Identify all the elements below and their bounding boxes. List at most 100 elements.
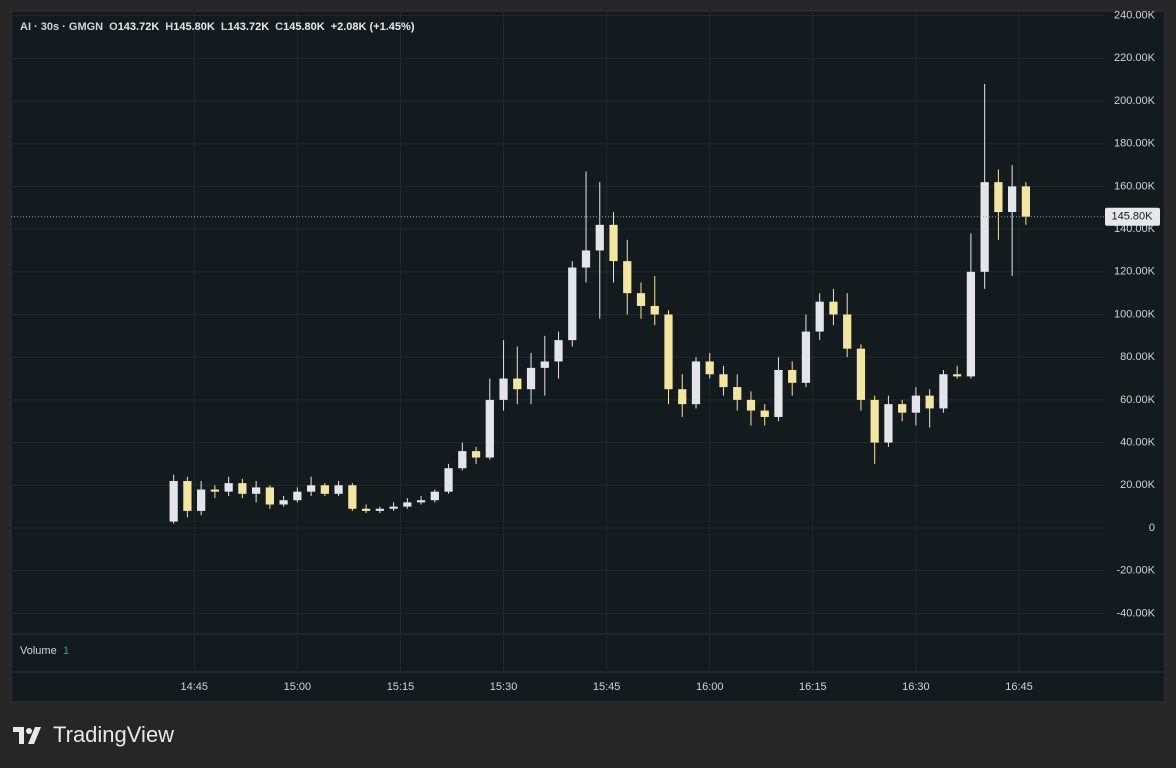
candle-body <box>375 508 384 511</box>
x-tick-label: 16:15 <box>799 681 827 693</box>
chart-panel <box>10 10 1166 703</box>
candle-body <box>320 485 329 494</box>
x-tick-label: 16:00 <box>696 681 724 693</box>
candle-body <box>719 374 728 388</box>
candle-body <box>691 361 701 405</box>
candle-body <box>389 506 398 509</box>
candle-body <box>746 399 756 411</box>
candle-body <box>540 361 549 368</box>
candle-body <box>925 395 934 409</box>
candle-body <box>980 182 989 272</box>
candle-body <box>430 491 439 501</box>
candle-body <box>293 491 302 501</box>
y-tick-label: 180.00K <box>1114 138 1156 150</box>
x-tick-label: 16:30 <box>902 681 930 693</box>
candle-body <box>334 485 343 494</box>
candle-body <box>1021 186 1031 217</box>
candle-body <box>829 301 838 315</box>
candle-body <box>169 481 178 522</box>
candle-body <box>471 451 481 458</box>
candle-body <box>444 468 453 492</box>
y-tick-label: 60.00K <box>1120 394 1156 406</box>
y-tick-label: 160.00K <box>1114 180 1156 192</box>
legend-key: C <box>275 21 283 33</box>
candle-body <box>870 399 879 443</box>
candle-body <box>843 314 852 349</box>
candle-body <box>664 314 673 390</box>
volume-label: Volume <box>20 645 57 657</box>
last-price-tag <box>1105 207 1160 226</box>
y-tick-label: 40.00K <box>1120 436 1156 448</box>
candle-body <box>361 508 371 511</box>
legend-key: H <box>165 21 173 33</box>
candle-body <box>774 369 783 417</box>
x-tick-label: 15:30 <box>490 681 518 693</box>
candle-body <box>994 182 1003 213</box>
candle-body <box>760 410 769 417</box>
candle-body <box>705 361 714 375</box>
candle-body <box>499 378 508 400</box>
axes: -40.00K -20.00K 0 20.00K 40.00K 60.00K 80.00K 1… <box>11 10 1160 693</box>
y-tick-label: 200.00K <box>1114 95 1156 107</box>
brand-name: TradingView <box>53 722 174 747</box>
x-tick-label: 15:00 <box>284 681 312 693</box>
last-price-label: 145.80K <box>1112 211 1154 223</box>
x-tick-label: 14:45 <box>181 681 209 693</box>
x-tick-label: 15:45 <box>593 681 621 693</box>
candle-body <box>485 399 494 458</box>
legend-value: 145.80K <box>173 21 215 33</box>
candle-body <box>884 404 893 443</box>
grid <box>11 12 1104 671</box>
candle-body <box>966 271 976 377</box>
y-tick-label: -40.00K <box>1116 607 1155 619</box>
candle-body <box>265 487 274 505</box>
candle-body <box>513 378 522 390</box>
y-tick-label: 20.00K <box>1120 479 1156 491</box>
legend-key: L <box>221 21 228 33</box>
y-tick-label: 220.00K <box>1114 52 1156 64</box>
y-tick-label: 240.00K <box>1114 10 1156 22</box>
candle-body <box>650 305 659 315</box>
y-tick-label: -20.00K <box>1116 565 1155 577</box>
candle-body <box>458 451 467 469</box>
candle-body <box>898 404 907 413</box>
candle-body <box>526 367 536 390</box>
candle-body <box>403 502 412 507</box>
candle-body <box>1008 186 1017 213</box>
candle-body <box>581 250 591 268</box>
candle-body <box>623 261 632 294</box>
candle-body <box>224 483 233 492</box>
candle-body <box>815 301 824 332</box>
candle-body <box>197 489 206 511</box>
candle-body <box>554 340 563 362</box>
candle-body <box>636 293 646 306</box>
candle-body <box>911 395 921 413</box>
candle-body <box>252 487 261 494</box>
volume-length: 1 <box>63 645 69 657</box>
candle-body <box>210 489 220 492</box>
legend-value: 145.80K <box>283 21 325 33</box>
legend-key: O <box>109 21 118 33</box>
candle-body <box>733 387 742 400</box>
candle-body <box>238 483 247 494</box>
candle-body <box>306 485 316 492</box>
legend-value: 143.72K <box>118 21 160 33</box>
candle-body <box>801 331 811 383</box>
y-tick-label: 100.00K <box>1114 308 1156 320</box>
candle-body <box>348 485 357 509</box>
candle-body <box>856 348 866 400</box>
candle-body <box>609 224 618 262</box>
candle-body <box>568 267 577 341</box>
candle-body <box>953 374 962 377</box>
candle-body <box>416 500 426 503</box>
legend: AI · 30s · GMGN O143.72K H145.80K L143.72K C… <box>20 21 415 33</box>
y-tick-label: 0 <box>1149 522 1155 534</box>
y-tick-label: 140.00K <box>1114 223 1156 235</box>
candle-body <box>279 500 288 505</box>
x-tick-label: 16:45 <box>1005 681 1033 693</box>
candle-body <box>595 224 604 251</box>
x-tick-label: 15:15 <box>387 681 415 693</box>
y-tick-label: 80.00K <box>1120 351 1156 363</box>
